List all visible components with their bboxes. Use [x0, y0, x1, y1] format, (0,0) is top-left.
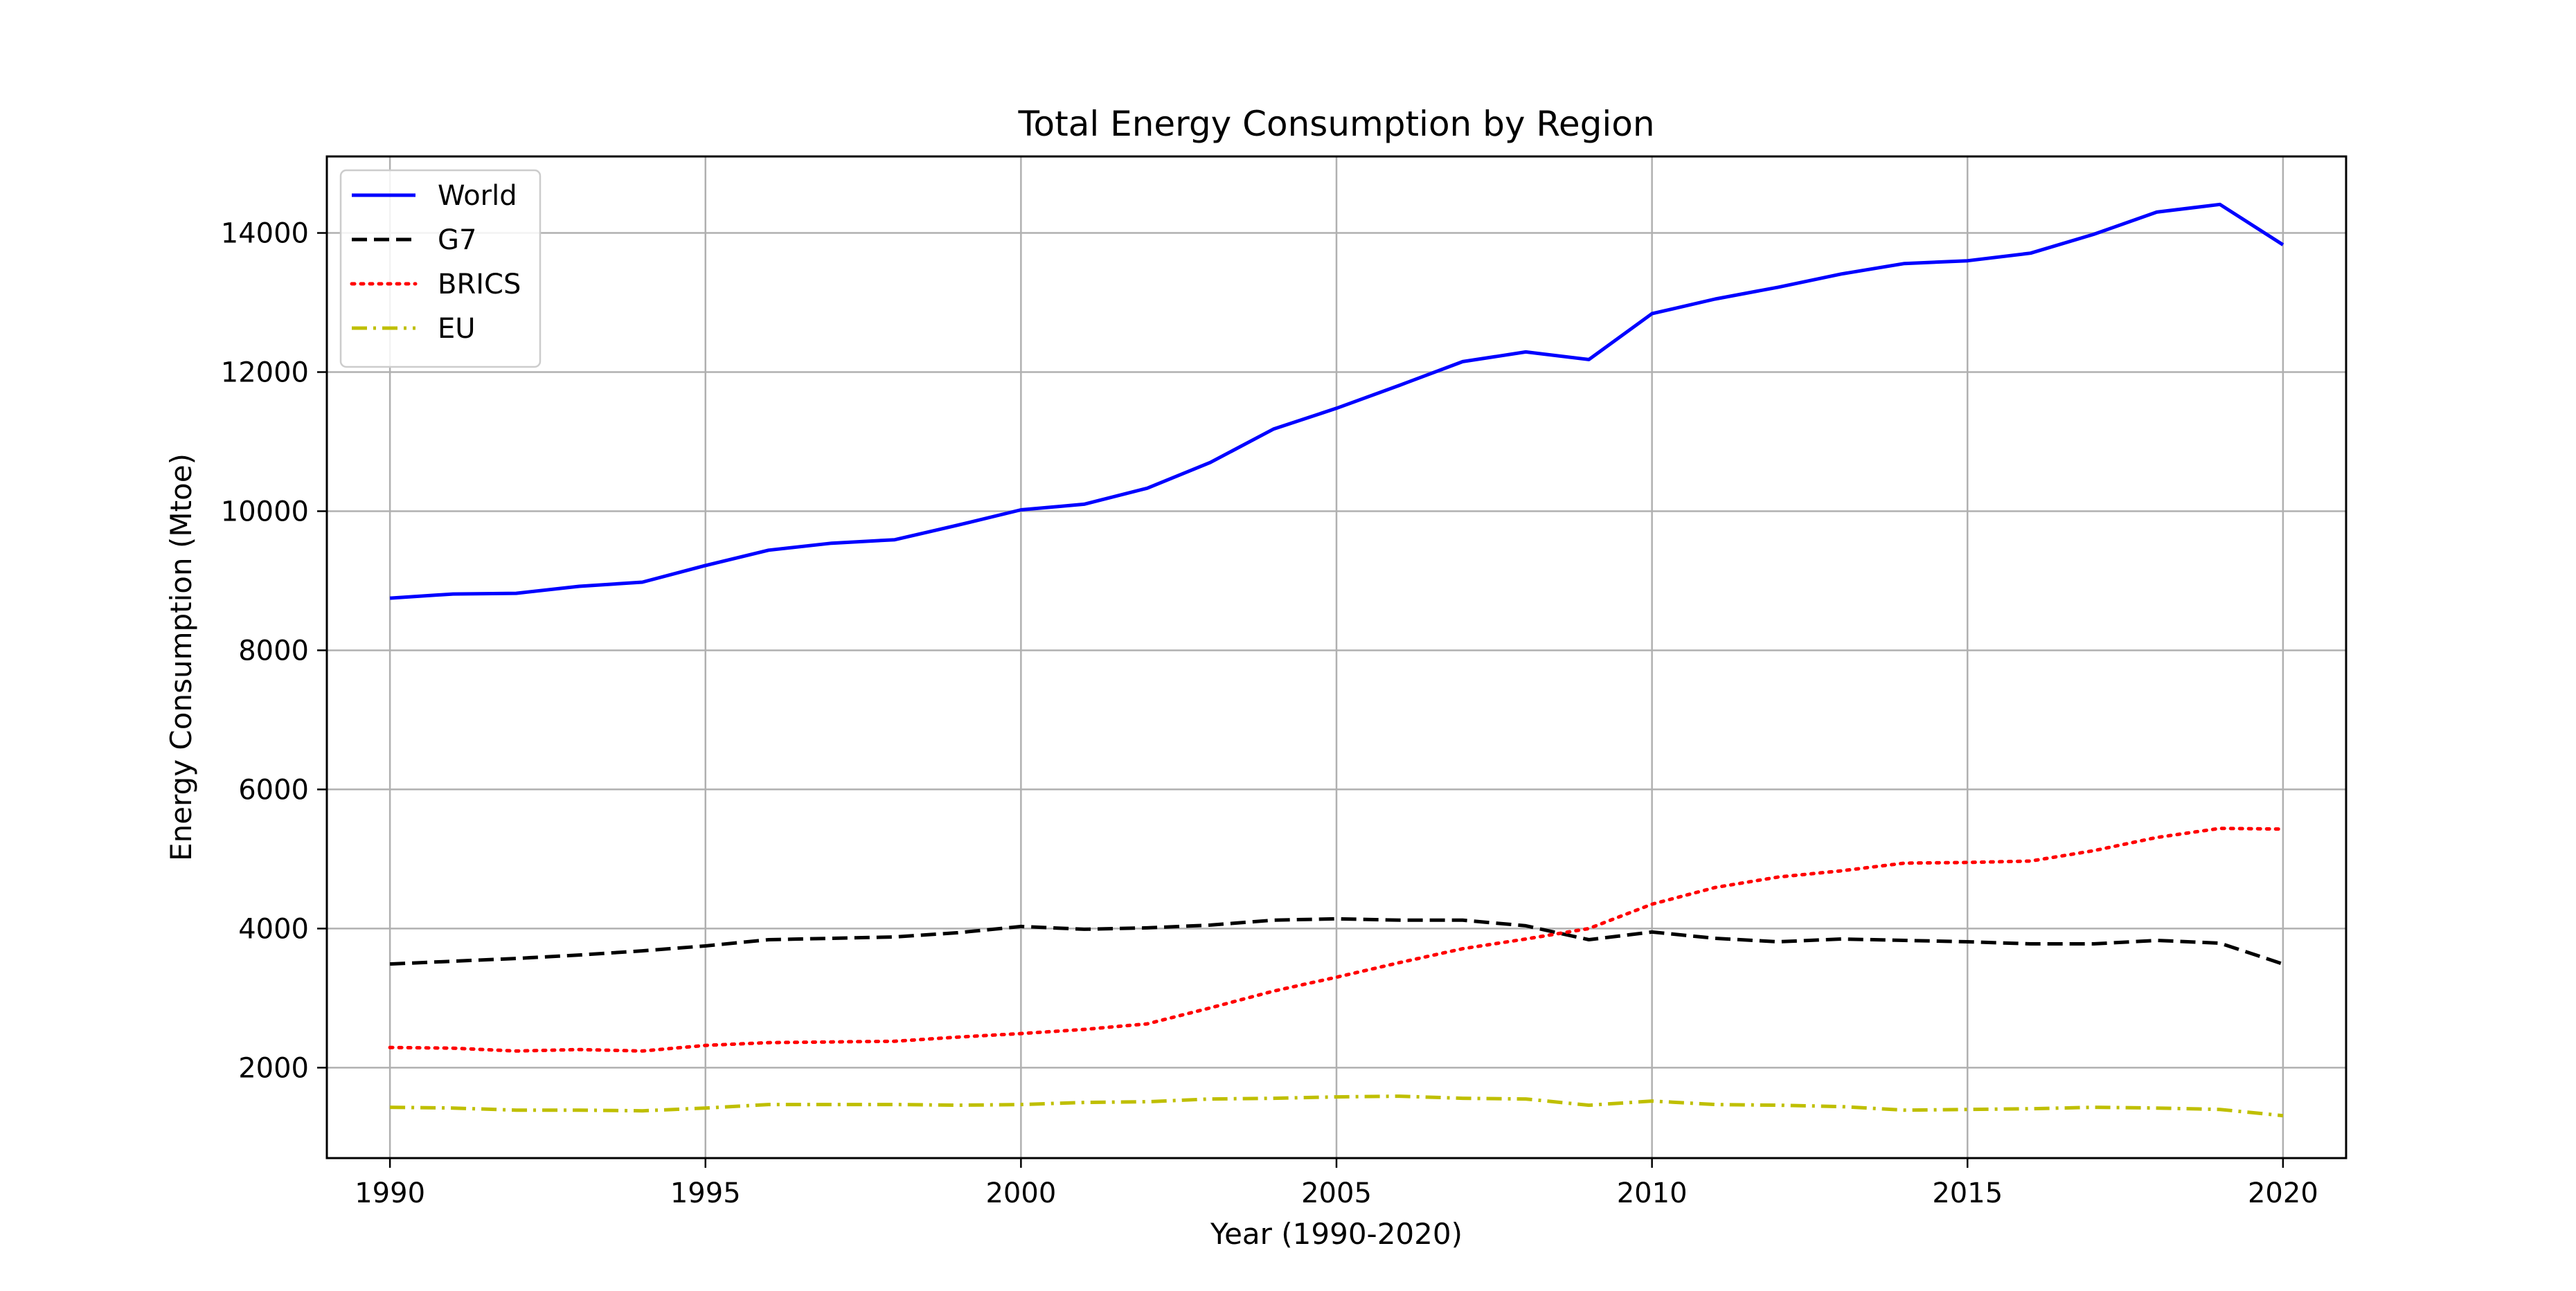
y-axis-label: Energy Consumption (Mtoe) — [164, 453, 198, 861]
legend-box — [339, 169, 542, 368]
legend-label-eu: EU — [438, 313, 476, 345]
legend-label-g7: G7 — [438, 224, 476, 256]
series-line-world — [389, 202, 2284, 600]
x-tick-label: 1990 — [355, 1177, 425, 1209]
x-tick-label: 2020 — [2248, 1177, 2318, 1209]
legend-label-world: World — [438, 180, 517, 212]
series-line-eu — [390, 1094, 2284, 1118]
data-series — [388, 202, 2285, 1118]
series-line-brics — [388, 827, 2285, 1053]
x-axis-label: Year (1990-2020) — [1210, 1217, 1463, 1251]
x-tick-label: 2000 — [985, 1177, 1056, 1209]
x-tick-label: 2005 — [1301, 1177, 1372, 1209]
legend: World G7 BRICS EU — [339, 169, 542, 368]
grid-lines — [327, 156, 2346, 1158]
x-tick-label: 1995 — [670, 1177, 741, 1209]
series-line-g7 — [389, 917, 2284, 966]
legend-label-brics: BRICS — [438, 269, 521, 300]
x-tick-label: 2010 — [1617, 1177, 1688, 1209]
y-tick-label: 14000 — [221, 218, 309, 250]
y-tick-label: 6000 — [238, 774, 309, 806]
y-tick-label: 2000 — [238, 1052, 309, 1084]
y-tick-label: 12000 — [221, 357, 309, 389]
x-tick-label: 2015 — [1932, 1177, 2003, 1209]
chart-title: Total Energy Consumption by Region — [1017, 104, 1654, 144]
y-tick-label: 10000 — [221, 496, 309, 527]
y-tick-label: 4000 — [238, 913, 309, 945]
y-tick-label: 8000 — [238, 635, 309, 667]
axis-ticks: 1990 1995 2000 2005 2010 2015 2020 2000 4000 6000… — [221, 218, 2318, 1209]
